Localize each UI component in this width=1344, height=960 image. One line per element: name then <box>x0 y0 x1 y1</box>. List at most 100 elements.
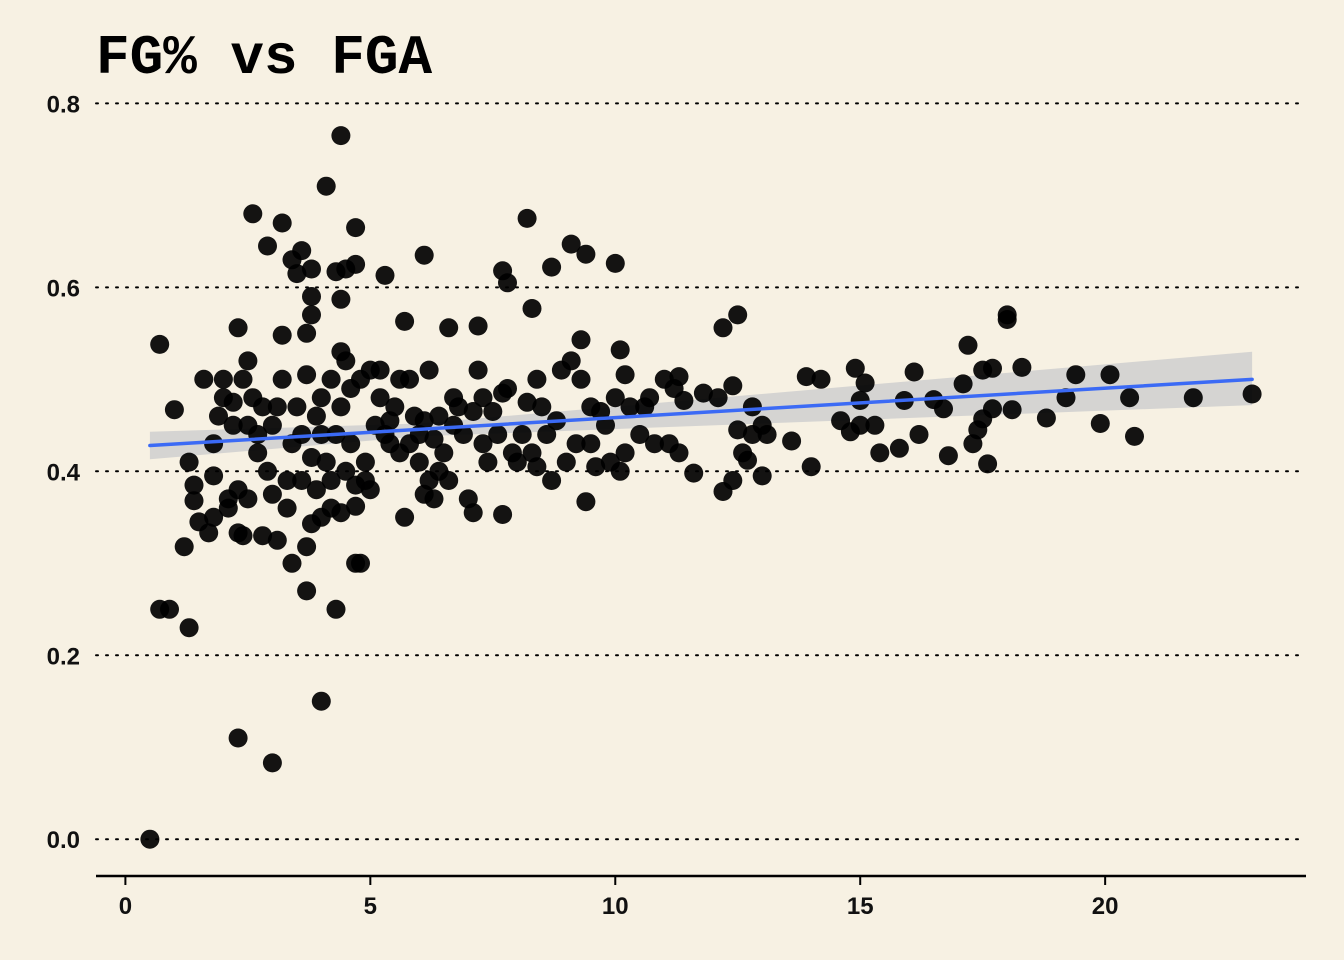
data-point <box>870 443 890 463</box>
data-point <box>605 253 625 273</box>
data-point <box>801 457 821 477</box>
data-point <box>375 265 395 285</box>
x-tick-label: 10 <box>602 893 629 920</box>
data-point <box>253 526 273 546</box>
data-point <box>164 400 184 420</box>
data-point <box>782 431 802 451</box>
data-point <box>434 443 454 463</box>
data-point <box>855 373 875 393</box>
data-point <box>576 492 596 512</box>
data-point <box>571 330 591 350</box>
data-point <box>439 471 459 490</box>
data-point <box>566 434 586 454</box>
data-point <box>272 369 292 389</box>
data-point <box>537 425 557 444</box>
data-point <box>620 397 640 417</box>
data-point <box>267 530 287 550</box>
gridlines <box>95 102 1307 841</box>
data-point <box>351 553 370 573</box>
data-point <box>395 311 415 331</box>
data-point <box>272 325 292 345</box>
data-point <box>140 829 160 849</box>
data-point <box>429 406 449 426</box>
data-point <box>532 397 552 417</box>
data-point <box>1100 365 1120 385</box>
data-point <box>517 208 537 228</box>
data-point <box>258 461 277 481</box>
data-point <box>414 245 434 265</box>
data-point <box>610 340 630 360</box>
data-point <box>419 360 439 380</box>
data-point <box>684 463 704 483</box>
data-point <box>179 452 199 472</box>
data-point <box>527 369 547 389</box>
data-point <box>204 507 224 527</box>
data-point <box>757 425 777 444</box>
data-point <box>723 376 743 396</box>
data-point <box>453 425 473 444</box>
data-point <box>213 369 233 389</box>
y-tick-label: 0.8 <box>47 91 80 118</box>
data-point <box>277 471 297 490</box>
data-point <box>282 553 302 573</box>
data-point <box>297 365 317 385</box>
data-point <box>640 388 660 408</box>
data-point <box>728 420 748 440</box>
data-point <box>150 334 170 354</box>
data-point <box>228 728 248 748</box>
data-point <box>233 526 253 546</box>
data-point <box>385 397 405 417</box>
data-point <box>267 397 287 417</box>
data-point <box>1125 426 1144 446</box>
data-point <box>468 316 488 336</box>
data-point <box>542 471 562 490</box>
y-tick-label: 0.4 <box>47 459 81 486</box>
data-point <box>297 581 317 601</box>
data-point <box>262 484 282 504</box>
axes: 0.0 0.2 0.4 0.6 0.8 0 5 10 15 20 <box>47 91 1306 920</box>
data-point <box>341 434 361 454</box>
data-point <box>556 452 576 472</box>
data-point <box>478 452 498 472</box>
data-point <box>752 466 772 486</box>
data-point <box>997 305 1017 325</box>
data-point <box>336 461 356 481</box>
data-point <box>449 397 468 417</box>
data-point <box>238 351 258 371</box>
data-point <box>346 254 366 274</box>
data-point <box>561 234 581 254</box>
data-point <box>326 599 346 619</box>
data-point <box>674 391 694 410</box>
data-point <box>287 397 307 417</box>
data-point <box>355 452 375 472</box>
data-point <box>184 491 204 511</box>
data-point <box>463 402 483 421</box>
data-point <box>586 457 606 477</box>
data-point <box>934 399 953 419</box>
data-point <box>488 425 508 444</box>
data-point <box>669 367 689 387</box>
data-point <box>302 448 321 467</box>
data-point <box>204 434 224 454</box>
data-point <box>708 388 728 408</box>
data-point <box>811 369 831 389</box>
data-point <box>199 523 219 543</box>
data-point <box>297 323 317 343</box>
data-point <box>850 415 870 435</box>
data-point <box>983 358 1002 378</box>
data-point <box>277 498 297 518</box>
data-point <box>321 471 341 490</box>
data-point <box>346 218 366 238</box>
data-point <box>498 379 517 398</box>
data-point <box>507 452 527 472</box>
data-point <box>610 461 630 481</box>
data-point <box>483 402 503 421</box>
data-point <box>1056 388 1076 408</box>
data-point <box>331 126 351 146</box>
data-point <box>346 496 366 516</box>
data-point <box>742 397 762 417</box>
data-point <box>498 273 517 293</box>
data-point <box>1090 414 1110 433</box>
data-point <box>184 475 204 495</box>
data-point <box>248 443 268 463</box>
